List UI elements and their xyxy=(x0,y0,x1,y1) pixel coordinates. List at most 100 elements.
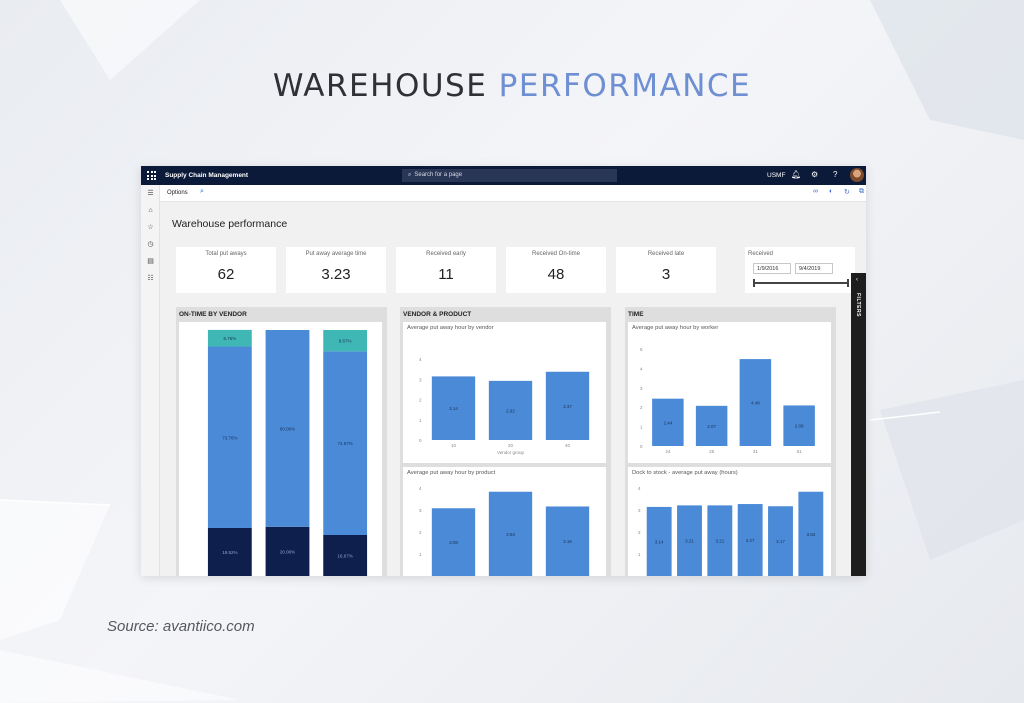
y-tick-label: 4 xyxy=(419,486,422,491)
bar xyxy=(739,359,772,446)
stacked-bar-segment xyxy=(207,329,252,347)
panel-title: TIME xyxy=(628,311,644,318)
link-icon[interactable]: ∞ xyxy=(813,188,818,195)
bar-value-label: 3.08 xyxy=(449,540,458,545)
bar-value-label: 2.09 xyxy=(795,424,804,429)
kpi-value: 11 xyxy=(438,266,454,283)
vendor-bar-chart: 0 1 2 3 4 3.14 10 2.92 20 3.37 40 Vendor group xyxy=(419,357,590,455)
bar-value-label: 3.21 xyxy=(685,539,694,544)
bar-value-label: 2.92 xyxy=(506,408,515,413)
worker-bar-chart: 0 1 2 3 4 5 2.44 24 2.07 25 4.48 31 2.09 51 xyxy=(640,347,815,454)
kpi-card: Put away average time 3.23 xyxy=(286,247,386,293)
bar-value-label: 3.37 xyxy=(563,404,572,409)
slide-title: WAREHOUSE PERFORMANCE xyxy=(0,68,1024,104)
segment-value-label: 74.67% xyxy=(338,441,353,446)
segment-value-label: 8.67% xyxy=(339,339,352,344)
side-nav: ☰ ⌂ ☆ ◷ ▤ ☷ xyxy=(141,185,160,576)
help-icon[interactable]: ? xyxy=(833,170,838,179)
chart-title: Dock to stock - average put away (hours) xyxy=(632,470,738,476)
ontime-stacked-chart: 19.52% 73.76% 6.76% 20.00% 80.00% 16.67% 74.67… xyxy=(207,329,368,576)
list-icon[interactable]: ☷ xyxy=(147,275,154,282)
y-tick-label: 1 xyxy=(419,552,422,557)
bar xyxy=(431,376,476,440)
options-menu[interactable]: Options xyxy=(167,190,188,196)
page-title: Warehouse performance xyxy=(172,218,288,230)
chart-card: 19.52% 73.76% 6.76% 20.00% 80.00% 16.67% 74.67… xyxy=(179,322,382,576)
gear-icon[interactable]: ⚙ xyxy=(811,170,819,179)
panel-title: ON-TIME BY VENDOR xyxy=(179,311,247,318)
kpi-card: Total put aways 62 xyxy=(176,247,276,293)
chevron-left-icon[interactable]: ‹ xyxy=(856,277,858,283)
search-box[interactable]: ⌕ Search for a page xyxy=(402,169,617,182)
bar xyxy=(737,504,763,576)
segment-value-label: 19.52% xyxy=(222,550,237,555)
bar-value-label: 3.17 xyxy=(776,539,785,544)
bar xyxy=(768,506,793,576)
bar-value-label: 3.14 xyxy=(655,539,664,544)
date-from-input[interactable]: 1/9/2016 xyxy=(753,263,791,274)
date-range-slider[interactable] xyxy=(753,279,849,287)
date-to-input[interactable]: 9/4/2019 xyxy=(795,263,833,274)
stacked-bar-segment xyxy=(323,329,368,352)
y-tick-label: 2 xyxy=(419,530,422,535)
segment-value-label: 73.76% xyxy=(222,435,237,440)
kpi-value: 3.23 xyxy=(321,266,351,283)
action-search-icon[interactable]: ⌕ xyxy=(200,188,204,195)
bar xyxy=(798,491,824,576)
x-tick-label: 40 xyxy=(565,443,571,448)
y-tick-label: 4 xyxy=(638,486,641,491)
panel-vendor-product: VENDOR & PRODUCT Average put away hour b… xyxy=(400,307,611,576)
app-name[interactable]: Supply Chain Management xyxy=(165,172,249,179)
y-tick-label: 1 xyxy=(419,418,422,423)
y-tick-label: 3 xyxy=(640,386,643,391)
kpi-label: Total put aways xyxy=(205,251,247,257)
clock-icon[interactable]: ◷ xyxy=(147,241,154,248)
refresh-icon[interactable]: ↻ xyxy=(844,189,850,196)
top-nav-bar: Supply Chain Management ⌕ Search for a pa… xyxy=(141,166,866,185)
kpi-label: Received early xyxy=(426,251,466,257)
segment-value-label: 6.76% xyxy=(223,336,236,341)
bar xyxy=(783,405,815,446)
bell-icon[interactable]: 🔔︎ xyxy=(791,170,802,179)
received-label: Received xyxy=(748,251,774,257)
bar-value-label: 3.83 xyxy=(506,532,515,537)
bar xyxy=(707,505,733,576)
filters-pane[interactable]: ‹ FILTERS xyxy=(851,273,866,576)
x-tick-label: 51 xyxy=(797,449,803,454)
workspace-icon[interactable]: ▤ xyxy=(147,258,154,265)
x-tick-label: 24 xyxy=(665,449,671,454)
y-tick-label: 0 xyxy=(419,438,422,443)
source-caption: Source: avantiico.com xyxy=(107,618,255,635)
y-tick-label: 4 xyxy=(419,357,422,362)
stacked-bar-segment xyxy=(207,346,252,528)
x-tick-label: 10 xyxy=(451,443,457,448)
stacked-bar-segment xyxy=(265,330,310,527)
avatar[interactable] xyxy=(850,168,864,182)
y-tick-label: 2 xyxy=(419,398,422,403)
app-screenshot: Supply Chain Management ⌕ Search for a pa… xyxy=(141,166,866,576)
bar xyxy=(488,380,533,440)
kpi-label: Received On-time xyxy=(531,251,581,257)
star-icon[interactable]: ☆ xyxy=(147,224,154,231)
kpi-card: Received early 11 xyxy=(396,247,496,293)
office-icon[interactable]: ◐ xyxy=(829,188,834,195)
y-tick-label: 5 xyxy=(640,347,643,352)
popout-icon[interactable]: ⧉ xyxy=(859,188,864,195)
bar-value-label: 2.44 xyxy=(663,420,672,425)
x-tick-label: 20 xyxy=(508,443,514,448)
company-picker[interactable]: USMF xyxy=(767,172,786,179)
bar xyxy=(488,491,533,576)
panel-title: VENDOR & PRODUCT xyxy=(403,311,472,318)
chart-card: Average put away hour by vendor 0 1 2 3 4 3.1… xyxy=(403,322,606,463)
bar-value-label: 3.14 xyxy=(449,406,458,411)
chart-card: Average put away hour by product 1 2 3 4 3.0… xyxy=(403,467,606,576)
chart-card: Average put away hour by worker 0 1 2 3 4 5 2.… xyxy=(628,322,831,463)
filters-label: FILTERS xyxy=(855,293,861,317)
bar-value-label: 2.07 xyxy=(707,424,716,429)
waffle-icon[interactable] xyxy=(147,171,156,180)
home-icon[interactable]: ⌂ xyxy=(148,207,153,214)
kpi-label: Received late xyxy=(647,251,685,257)
y-tick-label: 3 xyxy=(638,508,641,513)
kpi-card: Received On-time 48 xyxy=(506,247,606,293)
hamburger-icon[interactable]: ☰ xyxy=(147,190,154,197)
